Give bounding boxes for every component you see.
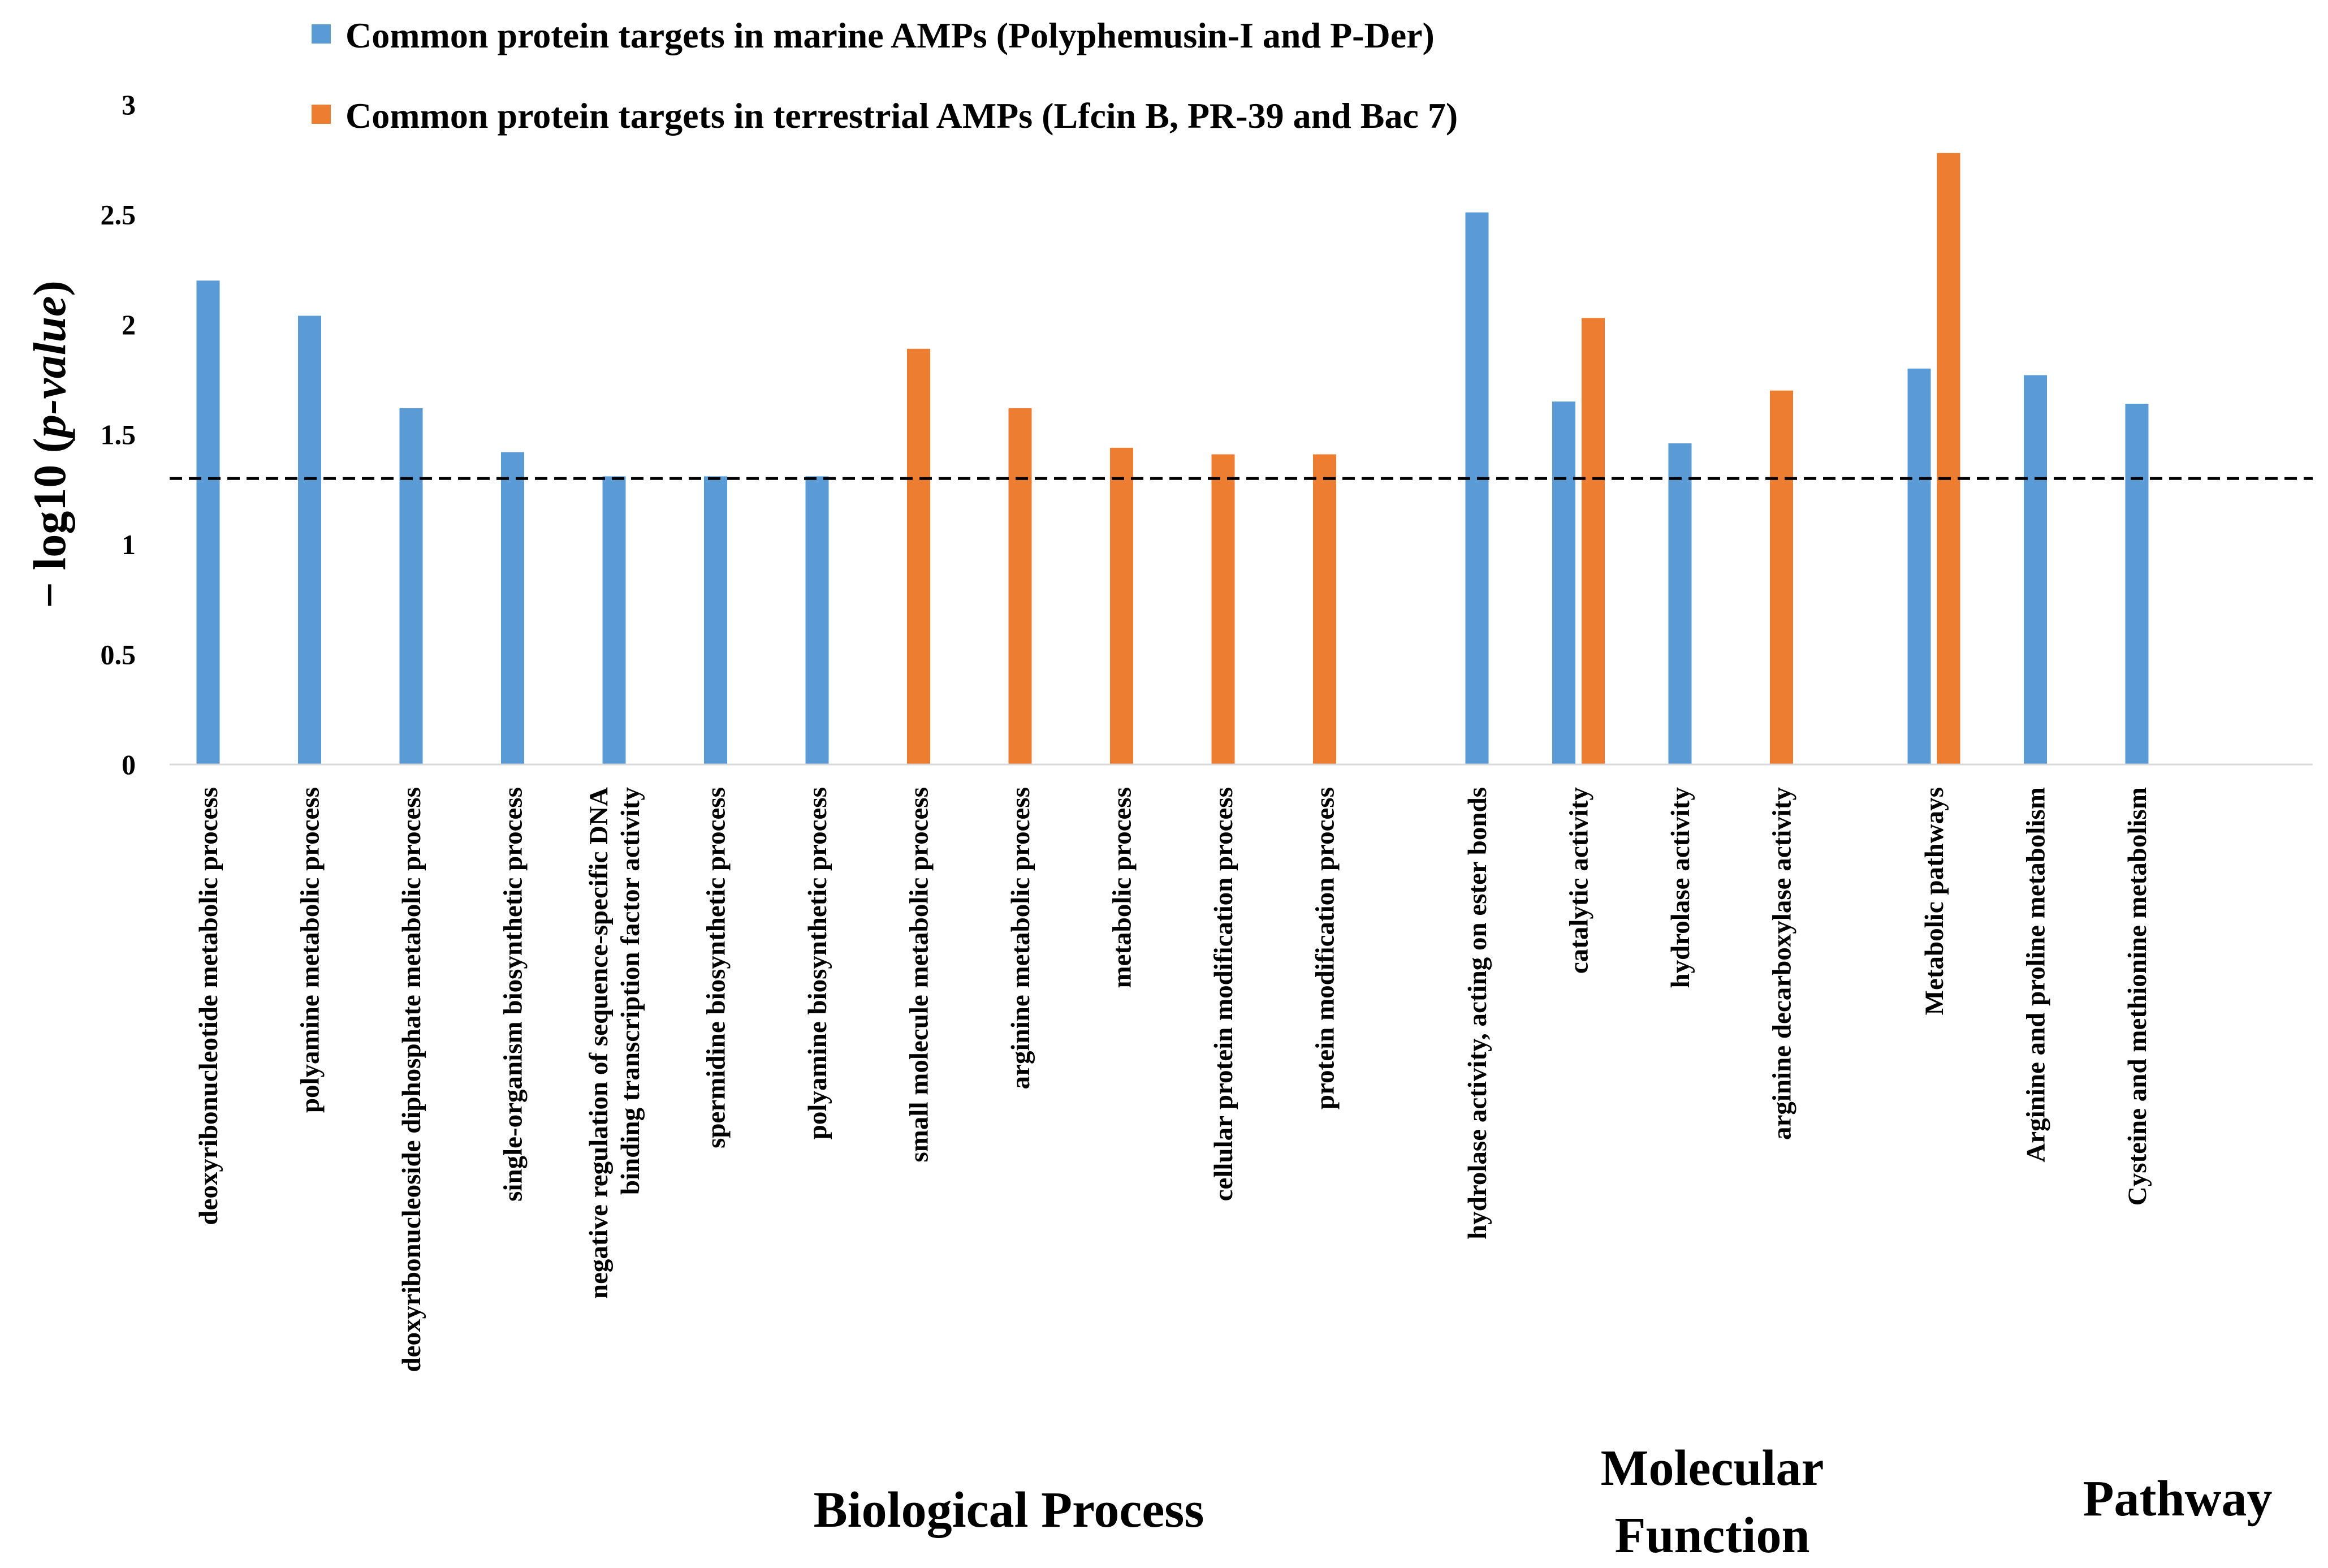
bar-terrestrial: [1582, 318, 1605, 764]
x-category-label: Arginine and proline metabolism: [2022, 787, 2051, 1163]
legend-label-marine: Common protein targets in marine AMPs (P…: [345, 15, 1435, 55]
x-category-label: cellular protein modification process: [1209, 787, 1238, 1201]
legend-label-terrestrial: Common protein targets in terrestrial AM…: [345, 96, 1458, 136]
group-labels: Biological Process Molecular Function Pathw…: [814, 1440, 2273, 1563]
x-category-label: catalytic activity: [1565, 787, 1594, 974]
x-category-label: single-organism biosynthetic process: [499, 787, 528, 1202]
x-category-label: protein modification process: [1311, 787, 1340, 1109]
category-labels: deoxyribonucleotide metabolic process pol…: [194, 787, 2152, 1372]
bar-marine: [1552, 401, 1575, 764]
y-axis-title-italic: p-value: [24, 296, 75, 441]
y-tick-label: 1: [122, 529, 136, 560]
x-category-label: binding transcription factor activity: [616, 787, 645, 1195]
x-category-label: Metabolic pathways: [1920, 787, 1949, 1015]
x-category-label: deoxyribonucleotide metabolic process: [194, 787, 223, 1225]
y-tick-label: 3: [122, 89, 136, 120]
bar-terrestrial: [1008, 408, 1032, 764]
y-tick-label: 0: [122, 749, 136, 780]
y-axis-ticks: 0 0.5 1 1.5 2 2.5 3: [101, 89, 136, 780]
y-tick-label: 0.5: [101, 639, 136, 671]
bar-terrestrial: [1770, 390, 1793, 764]
bar-marine: [602, 476, 626, 764]
bar-marine: [1668, 443, 1692, 764]
y-tick-label: 2.5: [101, 199, 136, 231]
bar-marine: [1465, 212, 1489, 764]
bar-marine: [298, 316, 321, 764]
x-category-label: hydrolase activity: [1666, 787, 1695, 988]
bar-marine: [196, 280, 220, 764]
legend-swatch-terrestrial: [312, 105, 331, 124]
y-tick-label: 1.5: [101, 419, 136, 451]
legend-swatch-marine: [312, 24, 331, 44]
x-category-label: arginine decarboxylase activity: [1768, 787, 1797, 1140]
x-category-label: arginine metabolic process: [1006, 787, 1035, 1089]
group-label: Biological Process: [814, 1482, 1204, 1538]
bar-terrestrial: [1211, 454, 1235, 764]
bar-terrestrial: [1937, 153, 1960, 765]
group-label: Molecular: [1601, 1440, 1824, 1496]
y-axis-title: − log10 (p-value): [24, 280, 75, 608]
bar-marine: [805, 476, 829, 764]
x-category-label: deoxyribonucleoside diphosphate metaboli…: [397, 787, 426, 1372]
y-axis-title-prefix: − log10 (: [24, 438, 75, 608]
bar-marine: [501, 452, 524, 764]
x-category-label: polyamine biosynthetic process: [803, 787, 832, 1139]
x-category-label: hydrolase activity, acting on ester bond…: [1463, 787, 1492, 1239]
bar-marine: [1907, 368, 1931, 764]
bar-marine: [704, 476, 727, 764]
bar-marine: [2024, 375, 2047, 764]
legend: Common protein targets in marine AMPs (P…: [312, 15, 1458, 136]
x-category-label: Cysteine and methionine metabolism: [2123, 787, 2152, 1206]
group-label: Function: [1614, 1507, 1809, 1563]
bar-terrestrial: [1313, 454, 1336, 764]
x-category-label: small molecule metabolic process: [905, 787, 934, 1163]
bar-marine: [2125, 404, 2149, 764]
group-label: Pathway: [2083, 1471, 2273, 1527]
y-tick-label: 2: [122, 309, 136, 340]
x-category-label: negative regulation of sequence-specific…: [584, 787, 614, 1299]
x-category-label: polyamine metabolic process: [296, 787, 325, 1113]
bars: [196, 153, 2149, 765]
y-axis-title-suffix: ): [24, 280, 75, 296]
bar-marine: [399, 408, 423, 764]
bar-terrestrial: [1110, 447, 1133, 764]
bar-terrestrial: [907, 348, 930, 764]
x-category-label: metabolic process: [1108, 787, 1137, 988]
x-category-label: spermidine biosynthetic process: [702, 787, 731, 1148]
